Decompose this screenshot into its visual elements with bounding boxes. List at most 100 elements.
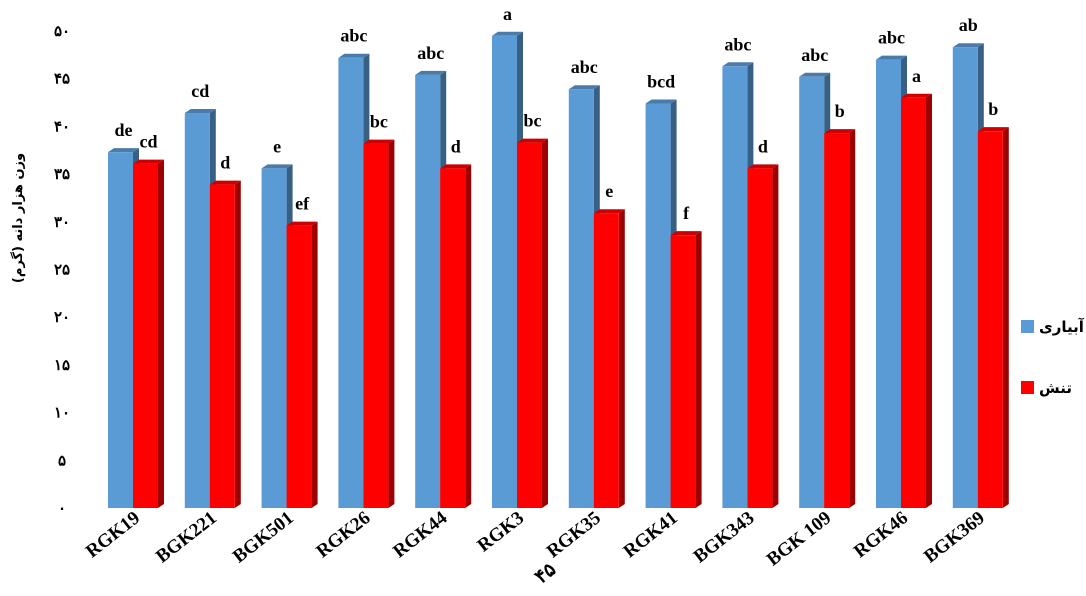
bar-front-face	[799, 76, 825, 509]
y-tick-label: ۵۰	[54, 22, 70, 40]
significance-label: ef	[295, 194, 310, 214]
y-tick-label: ۱۵	[54, 356, 70, 374]
bar-front-face	[286, 225, 312, 508]
bar-front-face	[568, 89, 594, 508]
legend-label-stress: تنش	[1039, 379, 1072, 397]
bar-front-face	[977, 131, 1003, 509]
significance-label: abc	[340, 26, 367, 46]
bar-front-face	[261, 168, 287, 508]
x-tick-label: RGK41	[620, 507, 682, 562]
significance-label: bc	[370, 112, 388, 132]
overlapping-tick-label: ۴۵	[531, 559, 560, 588]
bar-top-face	[261, 164, 293, 169]
bar-stress	[440, 164, 472, 508]
bar-front-face	[645, 103, 671, 508]
bar-front-face	[415, 74, 441, 508]
significance-label: abc	[571, 57, 598, 77]
bar-top-face	[722, 62, 754, 67]
significance-labels: decdcddeefabcbcabcdabcabcebcdfabcdabcbab…	[115, 4, 999, 223]
bar-front-face	[901, 97, 926, 508]
bar-stress	[901, 93, 932, 508]
significance-label: abc	[417, 43, 444, 63]
bar-side-face	[1002, 127, 1009, 509]
bar-side-face	[465, 164, 472, 508]
significance-label: abc	[724, 34, 751, 54]
bar-top-face	[517, 138, 548, 143]
legend-swatch-irrigation	[1021, 320, 1034, 333]
significance-label: b	[988, 99, 998, 119]
bar-front-face	[722, 66, 748, 508]
bar-top-face	[977, 127, 1009, 132]
significance-label: abc	[801, 45, 828, 65]
x-tick-label: RGK3	[474, 507, 529, 556]
significance-label: cd	[191, 81, 209, 101]
y-axis: ۰ ۵ ۱۰ ۱۵ ۲۰ ۲۵ ۳۰ ۳۵ ۴۰ ۴۵ ۵۰	[54, 22, 70, 517]
bar-top-face	[108, 148, 139, 153]
bar-top-face	[492, 31, 523, 36]
bar-stress	[209, 180, 241, 508]
bar-top-face	[184, 109, 216, 114]
bar-top-face	[440, 164, 472, 169]
y-tick-label: ۴۰	[54, 117, 70, 135]
x-tick-label: RGK19	[82, 507, 144, 562]
significance-label: d	[451, 136, 461, 156]
bar-front-face	[670, 235, 696, 508]
bar-front-face	[108, 152, 133, 508]
bar-top-face	[286, 221, 318, 226]
legend: آبیاری تنش	[1021, 318, 1085, 397]
bar-front-face	[876, 59, 901, 509]
bar-side-face	[234, 180, 241, 508]
bar-front-face	[184, 113, 210, 508]
bar-front-face	[338, 57, 364, 508]
bar-side-face	[772, 164, 779, 508]
x-tick-label: BGK369	[920, 507, 989, 567]
bar-side-face	[311, 221, 318, 508]
x-tick-label: BGK343	[690, 507, 759, 567]
bar-top-face	[824, 129, 856, 134]
bar-stress	[133, 159, 164, 508]
y-tick-label: ۰	[58, 499, 66, 517]
bar-stress	[747, 164, 779, 508]
bar-front-face	[492, 35, 517, 509]
significance-label: abc	[878, 28, 905, 48]
bars-group	[108, 31, 1009, 509]
bar-side-face	[388, 139, 395, 508]
bar-front-face	[363, 143, 389, 508]
significance-label: bcd	[647, 72, 675, 92]
y-tick-label: ۳۵	[54, 165, 70, 183]
bar-side-face	[849, 129, 856, 508]
legend-label-irrigation: آبیاری	[1039, 318, 1085, 336]
bar-top-face	[133, 159, 164, 164]
significance-label: bc	[524, 111, 542, 131]
bar-stress	[977, 127, 1009, 509]
y-tick-label: ۳۰	[54, 213, 70, 231]
y-tick-label: ۲۵	[54, 261, 70, 279]
bar-stress	[363, 139, 395, 508]
y-tick-label: ۱۰	[54, 404, 70, 422]
bar-top-face	[568, 85, 600, 90]
significance-label: d	[220, 153, 230, 173]
x-tick-label: BGK221	[152, 507, 221, 567]
significance-label: a	[503, 4, 512, 24]
bar-top-face	[901, 93, 932, 98]
significance-label: e	[273, 136, 281, 156]
bar-top-face	[799, 72, 831, 77]
bar-front-face	[824, 133, 850, 508]
bar-top-face	[338, 53, 370, 58]
significance-label: ab	[959, 15, 978, 35]
significance-label: b	[835, 101, 845, 121]
bar-top-face	[415, 70, 447, 75]
bar-stress	[286, 221, 318, 508]
bar-top-face	[593, 209, 625, 214]
legend-swatch-stress	[1021, 381, 1034, 394]
bar-stress	[593, 209, 625, 509]
bar-side-face	[618, 209, 625, 509]
significance-label: a	[912, 66, 921, 86]
bar-top-face	[952, 43, 984, 48]
bar-side-face	[542, 138, 548, 509]
bar-stress	[517, 138, 548, 509]
bar-top-face	[747, 164, 779, 169]
bar-top-face	[670, 231, 702, 236]
x-tick-label: BGK 109	[763, 507, 835, 570]
